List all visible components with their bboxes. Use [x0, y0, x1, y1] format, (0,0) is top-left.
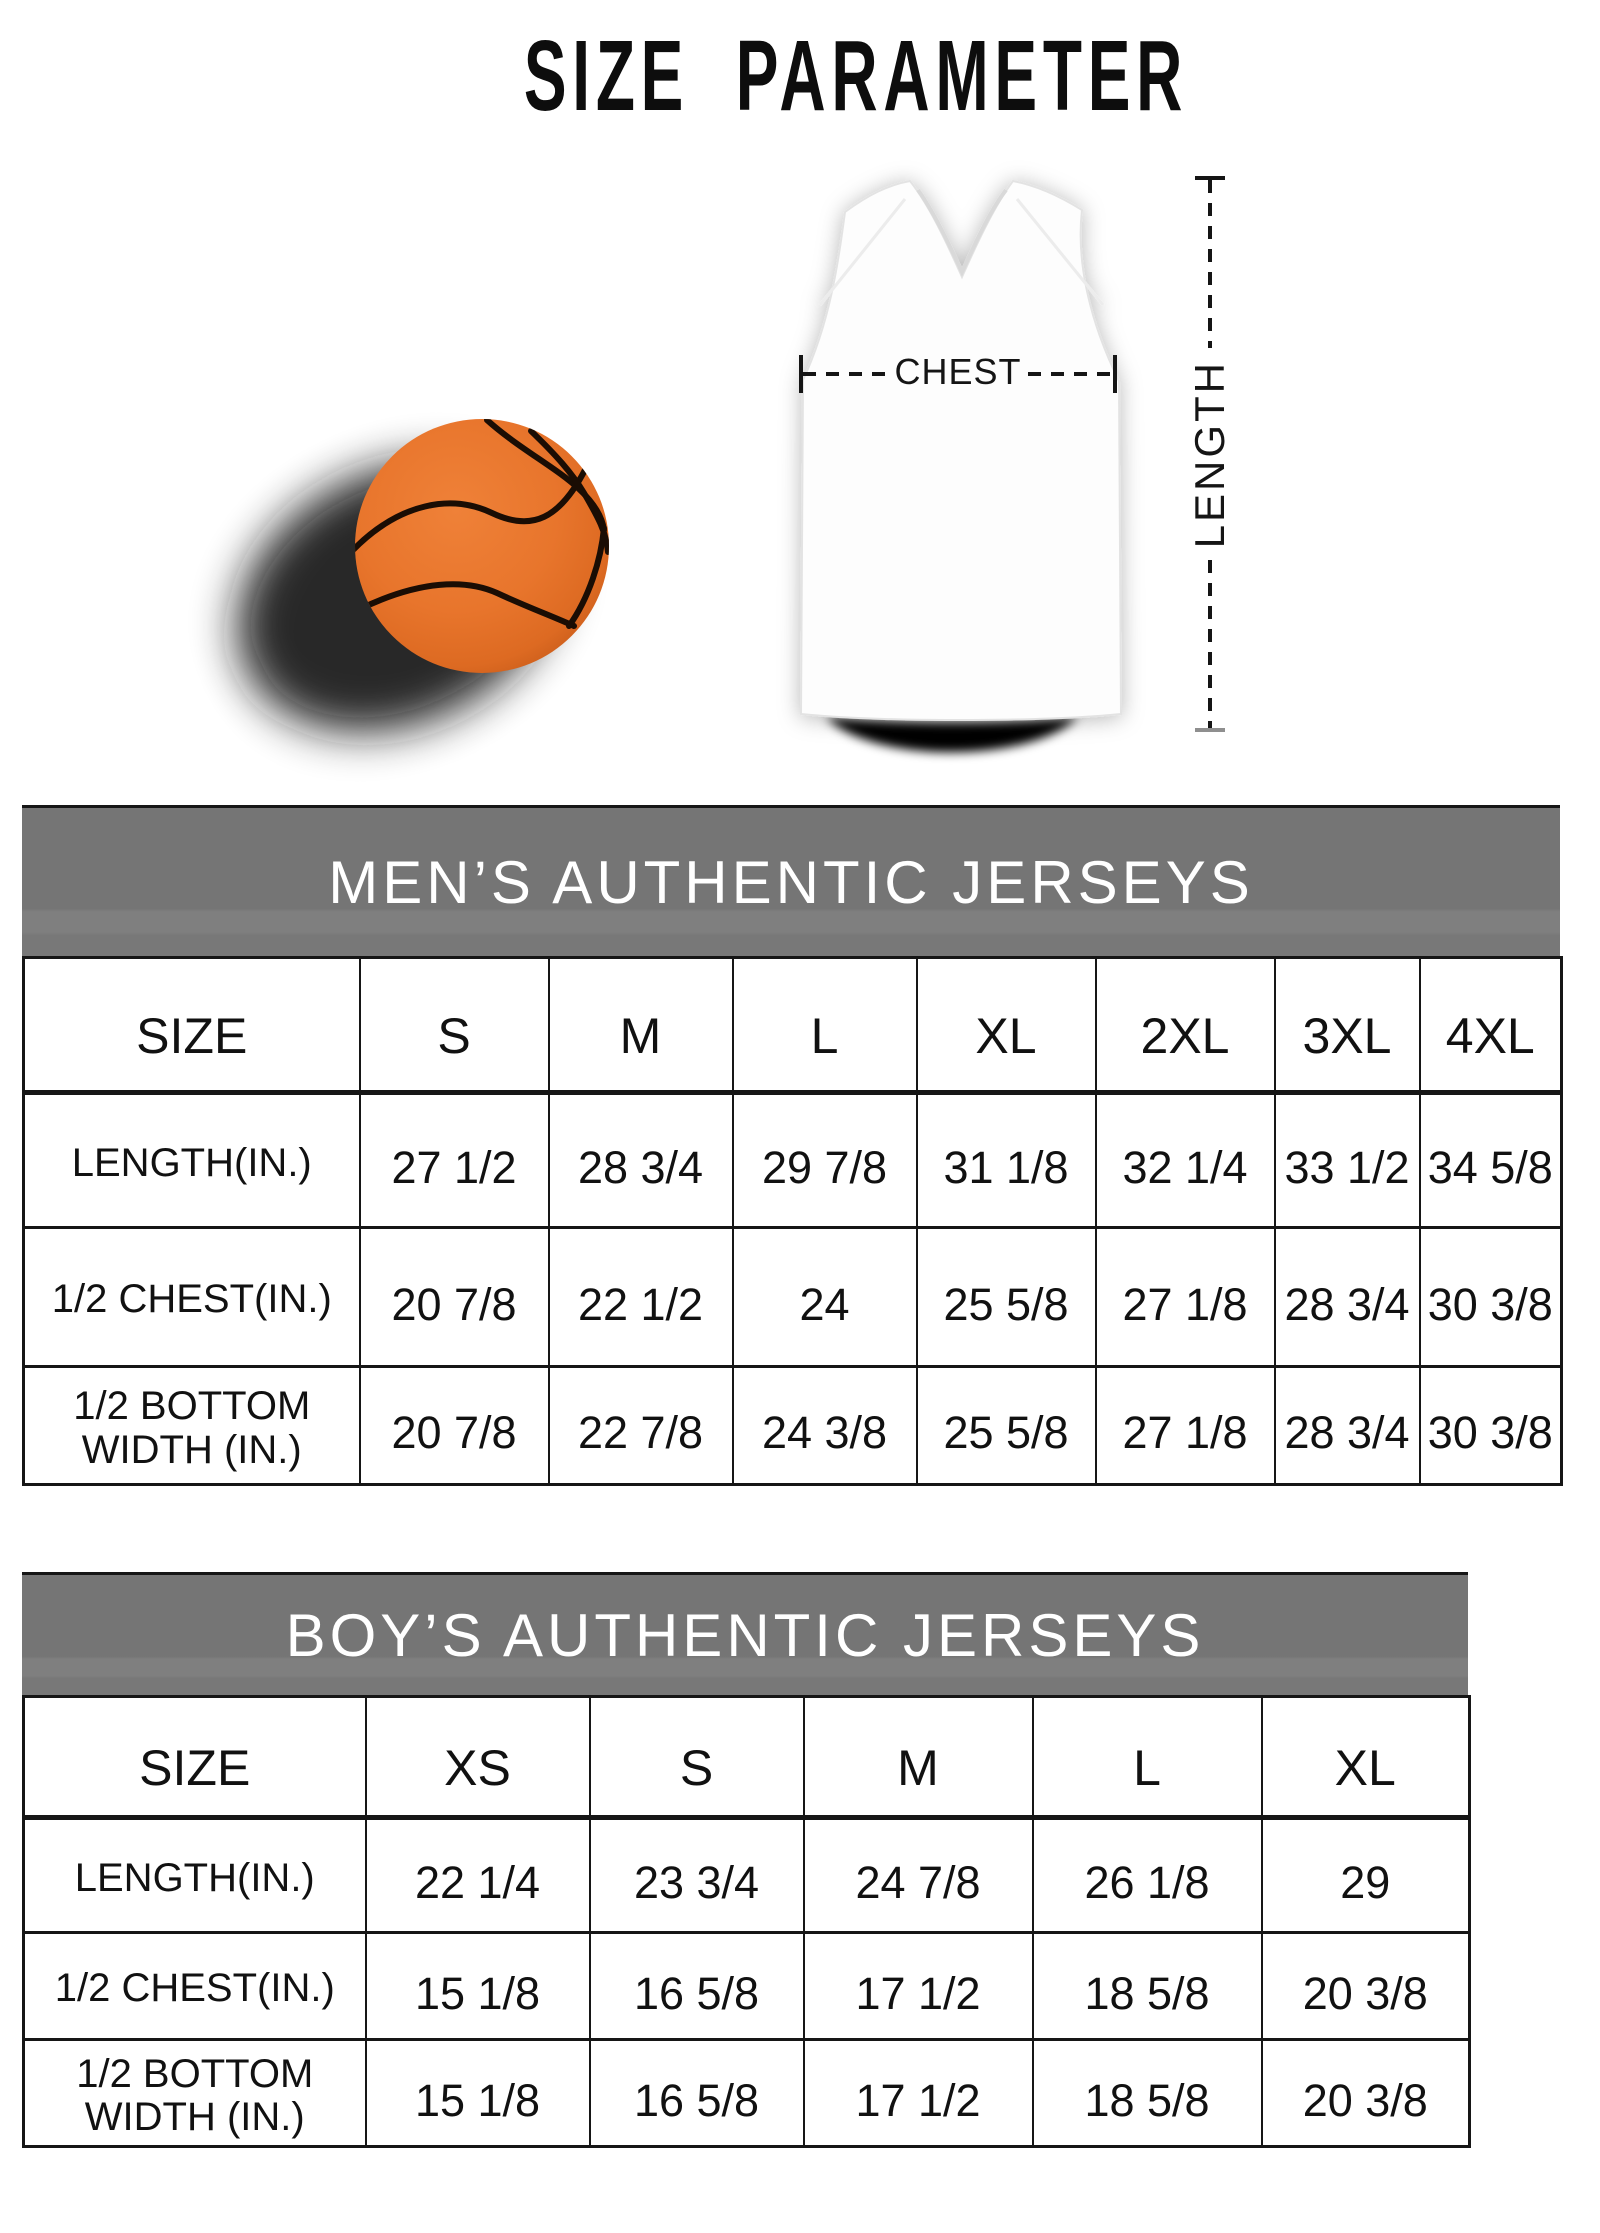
size-header-cell: M: [547, 956, 734, 1095]
value-cell: 28 3/4: [1273, 1226, 1421, 1368]
value-cell: 15 1/8: [364, 2037, 591, 2148]
row-label-cell: 1/2 CHEST(IN.): [22, 1931, 367, 2041]
value-cell: 22 1/4: [364, 1816, 591, 1934]
page-title: SIZE PARAMETER: [523, 20, 1189, 132]
size-header-cell: XS: [364, 1695, 591, 1820]
value-cell: 18 5/8: [1031, 2037, 1263, 2148]
value-cell: 29: [1260, 1816, 1471, 1934]
value-cell: 22 1/2: [547, 1226, 734, 1368]
value-cell: 25 5/8: [915, 1365, 1097, 1486]
size-header-cell: 2XL: [1094, 956, 1276, 1095]
row-label-cell: 1/2 BOTTOM WIDTH (IN.): [22, 1365, 361, 1486]
mens-table-title: MEN’S AUTHENTIC JERSEYS: [22, 805, 1560, 956]
length-tick-bottom: [1195, 728, 1225, 733]
boys-size-table: BOY’S AUTHENTIC JERSEYS SIZE XS S M L XL LENGT…: [22, 1572, 1471, 2149]
boys-table-grid: SIZE XS S M L XL LENGTH(IN.) 22 1/4 23 3/4 24 7/8…: [22, 1695, 1471, 2149]
size-header-cell: L: [1031, 1695, 1263, 1820]
size-header-cell: L: [731, 956, 918, 1095]
chest-tick-right: [1113, 355, 1118, 393]
value-cell: 31 1/8: [915, 1091, 1097, 1229]
value-cell: 28 3/4: [1273, 1365, 1421, 1486]
value-cell: 24 3/8: [731, 1365, 918, 1486]
value-cell: 26 1/8: [1031, 1816, 1263, 1934]
size-header-cell: M: [802, 1695, 1034, 1820]
row-label-cell: 1/2 CHEST(IN.): [22, 1226, 361, 1368]
length-label: LENGTH: [1186, 359, 1233, 549]
row-label-cell: LENGTH(IN.): [22, 1091, 361, 1229]
value-cell: 20 3/8: [1260, 1931, 1471, 2041]
value-cell: 20 3/8: [1260, 2037, 1471, 2148]
chest-label: CHEST: [894, 351, 1022, 392]
value-cell: 23 3/4: [588, 1816, 805, 1934]
chest-tick-left: [799, 355, 803, 393]
jersey-graphic: [799, 179, 1123, 721]
size-column-header: SIZE: [22, 1695, 367, 1820]
basketball-icon: [355, 419, 609, 673]
chest-measure-line: CHEST: [799, 351, 1118, 395]
measurement-diagram: CHEST LENGTH: [0, 0, 1600, 800]
chest-dash-right: [1027, 372, 1114, 376]
size-header-cell: S: [588, 1695, 805, 1820]
length-dash-bottom: [1208, 560, 1212, 729]
size-column-header: SIZE: [22, 956, 361, 1095]
boys-table-title: BOY’S AUTHENTIC JERSEYS: [22, 1572, 1468, 1695]
size-header-cell: 4XL: [1418, 956, 1563, 1095]
value-cell: 33 1/2: [1273, 1091, 1421, 1229]
size-header-cell: 3XL: [1273, 956, 1421, 1095]
value-cell: 15 1/8: [364, 1931, 591, 2041]
jersey-hem-shadow: [826, 717, 1078, 753]
men-size-table-grid: SIZE S M L XL 2XL 3XL 4XL LENGTH(IN.) 27 1/2 28 3/…: [22, 956, 1563, 1486]
size-header-cell: S: [358, 956, 550, 1095]
mens-table-grid: SIZE S M L XL 2XL 3XL 4XL LENGTH(IN.) 27 1/2 28 3/…: [22, 956, 1563, 1486]
length-dash-top: [1208, 180, 1212, 348]
value-cell: 24 7/8: [802, 1816, 1034, 1934]
value-cell: 17 1/2: [802, 2037, 1034, 2148]
value-cell: 24: [731, 1226, 918, 1368]
value-cell: 27 1/2: [358, 1091, 550, 1229]
value-cell: 32 1/4: [1094, 1091, 1276, 1229]
diagram-graphic: [237, 179, 1123, 753]
value-cell: 28 3/4: [547, 1091, 734, 1229]
length-tick-top: [1195, 176, 1225, 180]
value-cell: 34 5/8: [1418, 1091, 1563, 1229]
boy-size-table-grid: SIZE XS S M L XL LENGTH(IN.) 22 1/4 23 3/4 24 7/8…: [22, 1695, 1471, 2149]
size-header-cell: XL: [915, 956, 1097, 1095]
row-label-cell: LENGTH(IN.): [22, 1816, 367, 1934]
value-cell: 20 7/8: [358, 1226, 550, 1368]
value-cell: 25 5/8: [915, 1226, 1097, 1368]
value-cell: 20 7/8: [358, 1365, 550, 1486]
value-cell: 27 1/8: [1094, 1365, 1276, 1486]
value-cell: 29 7/8: [731, 1091, 918, 1229]
value-cell: 22 7/8: [547, 1365, 734, 1486]
value-cell: 16 5/8: [588, 1931, 805, 2041]
size-header-cell: XL: [1260, 1695, 1471, 1820]
value-cell: 27 1/8: [1094, 1226, 1276, 1368]
length-measure-line: LENGTH: [1186, 176, 1234, 733]
value-cell: 16 5/8: [588, 2037, 805, 2148]
chest-dash-left: [803, 372, 889, 376]
value-cell: 30 3/8: [1418, 1226, 1563, 1368]
mens-size-table: MEN’S AUTHENTIC JERSEYS SIZE S M L XL 2XL 3XL 4…: [22, 805, 1563, 1486]
value-cell: 30 3/8: [1418, 1365, 1563, 1486]
value-cell: 18 5/8: [1031, 1931, 1263, 2041]
value-cell: 17 1/2: [802, 1931, 1034, 2041]
row-label-cell: 1/2 BOTTOM WIDTH (IN.): [22, 2037, 367, 2148]
